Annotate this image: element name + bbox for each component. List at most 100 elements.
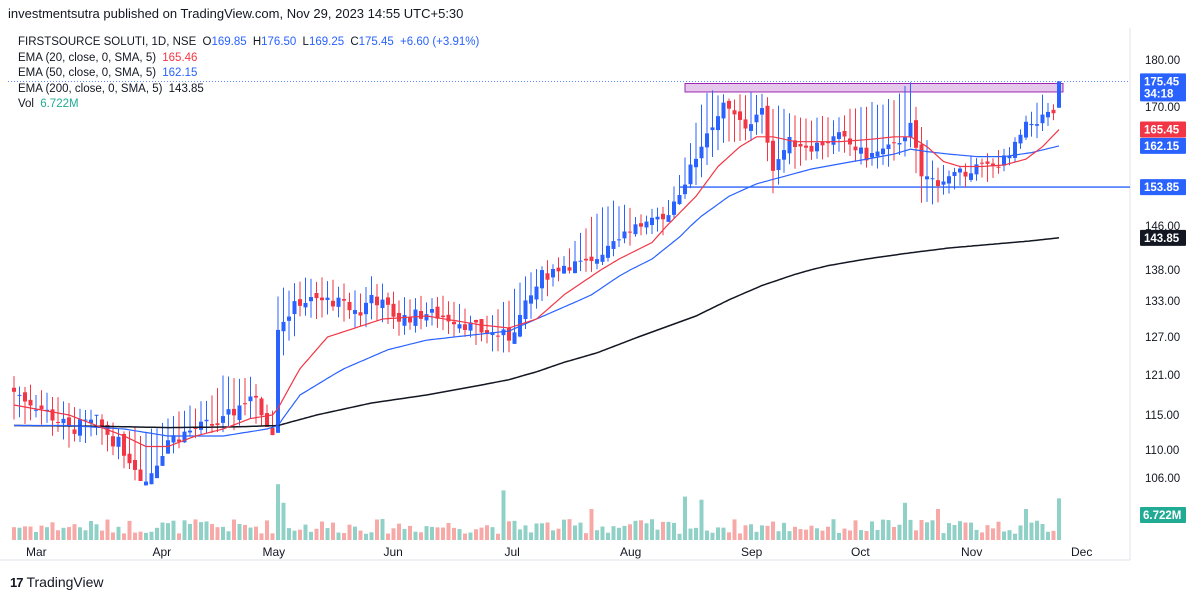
candle-body (204, 419, 209, 422)
candle-body (221, 416, 225, 423)
candle-body (919, 144, 924, 177)
volume-bar (892, 526, 896, 540)
candle-body (309, 297, 313, 302)
candle-body (760, 108, 764, 115)
volume-bar (694, 527, 698, 540)
candle-body (122, 433, 126, 456)
legend-volume-row[interactable]: Vol 6.722M (18, 97, 479, 113)
volume-label: Vol (18, 98, 34, 111)
tradingview-footer[interactable]: 17 TradingView (10, 574, 104, 590)
candle-body (980, 162, 984, 164)
candle-body (853, 146, 858, 151)
candle-body (694, 158, 698, 168)
candle-body (1051, 109, 1056, 114)
candle-body (947, 176, 951, 184)
volume-bar (985, 525, 990, 540)
candle-body (996, 166, 1001, 168)
volume-bar (270, 533, 275, 540)
volume-bar (243, 524, 247, 540)
legend-ema50-row[interactable]: EMA (50, close, 0, SMA, 5) 162.15 (18, 66, 479, 82)
volume-bar (952, 524, 957, 540)
time-axis-tick: Aug (620, 545, 641, 559)
candle-body (886, 144, 891, 150)
volume-bar (996, 521, 1001, 540)
candle-body (89, 419, 93, 424)
legend-symbol-row[interactable]: FIRSTSOURCE SOLUTI, 1D, NSE O169.85 H176… (18, 35, 479, 51)
time-axis-tick: Sep (741, 545, 763, 559)
ohlc-close-label: C (350, 36, 359, 48)
volume-bar (100, 530, 104, 540)
candle-body (650, 217, 654, 226)
volume-bar (215, 527, 220, 540)
volume-bar (1013, 533, 1017, 540)
candle-body (276, 329, 280, 433)
candle-body (809, 145, 814, 152)
volume-bar (523, 525, 528, 540)
candle-body (820, 141, 825, 146)
legend-ema200-row[interactable]: EMA (200, close, 0, SMA, 5) 143.85 (18, 82, 479, 98)
volume-bar (171, 520, 176, 540)
volume-bar (859, 530, 863, 540)
volume-label-text: 6.722M (1143, 510, 1181, 522)
volume-bar (364, 533, 368, 540)
volume-bar (397, 523, 401, 540)
candle-body (1029, 123, 1034, 126)
candle-body (171, 435, 176, 443)
candle-body (232, 408, 236, 416)
time-axis-tick: Jul (505, 545, 520, 559)
price-change: +6.60 (+3.91%) (400, 36, 480, 48)
candle-body (72, 429, 77, 434)
candle-body (127, 453, 132, 464)
volume-bar (353, 526, 357, 540)
volume-bar (232, 519, 236, 540)
candle-body (490, 332, 495, 336)
volume-bar (105, 519, 110, 540)
volume-bar (782, 522, 786, 540)
volume-bar (182, 520, 187, 540)
candle-body (617, 239, 621, 241)
candle-body (551, 268, 555, 278)
volume-bar (776, 531, 781, 540)
volume-bar (380, 518, 385, 540)
volume-bar (314, 528, 319, 540)
candle-body (699, 146, 704, 159)
volume-bar (562, 519, 566, 540)
volume-bar (540, 523, 544, 540)
candle-body (936, 180, 940, 187)
candle-body (474, 319, 478, 323)
candle-body (754, 114, 759, 123)
volume-bar (287, 528, 291, 540)
candle-body (534, 286, 539, 300)
candle-body (12, 387, 16, 392)
candle-body (639, 223, 643, 227)
price-axis-tick: 170.00 (1145, 102, 1180, 114)
candle-body (61, 418, 66, 424)
candle-body (974, 164, 979, 175)
volume-bar (122, 533, 126, 540)
legend-ema20-row[interactable]: EMA (20, close, 0, SMA, 5) 165.46 (18, 51, 479, 67)
price-label-text: 162.15 (1144, 141, 1180, 153)
volume-bar (237, 524, 242, 540)
volume-bar (116, 526, 121, 540)
price-label-text: 143.85 (1144, 233, 1180, 245)
candle-body (78, 419, 82, 436)
volume-bar (259, 533, 264, 540)
price-label-box (1140, 229, 1186, 246)
candle-body (353, 310, 357, 314)
candle-body (133, 459, 137, 470)
candle-body (716, 116, 720, 131)
candle-body (320, 297, 324, 301)
tradingview-logo-icon: 17 (10, 574, 24, 590)
volume-bar (490, 527, 495, 540)
candle-body (468, 322, 473, 331)
candle-body (661, 213, 665, 220)
volume-bar (358, 530, 363, 540)
volume-bar (1007, 530, 1012, 540)
volume-bar (947, 523, 951, 540)
volume-bar (325, 528, 330, 540)
candle-body (23, 392, 27, 402)
volume-bar (45, 527, 49, 540)
candle-body (985, 161, 990, 164)
candle-body (1035, 124, 1039, 126)
